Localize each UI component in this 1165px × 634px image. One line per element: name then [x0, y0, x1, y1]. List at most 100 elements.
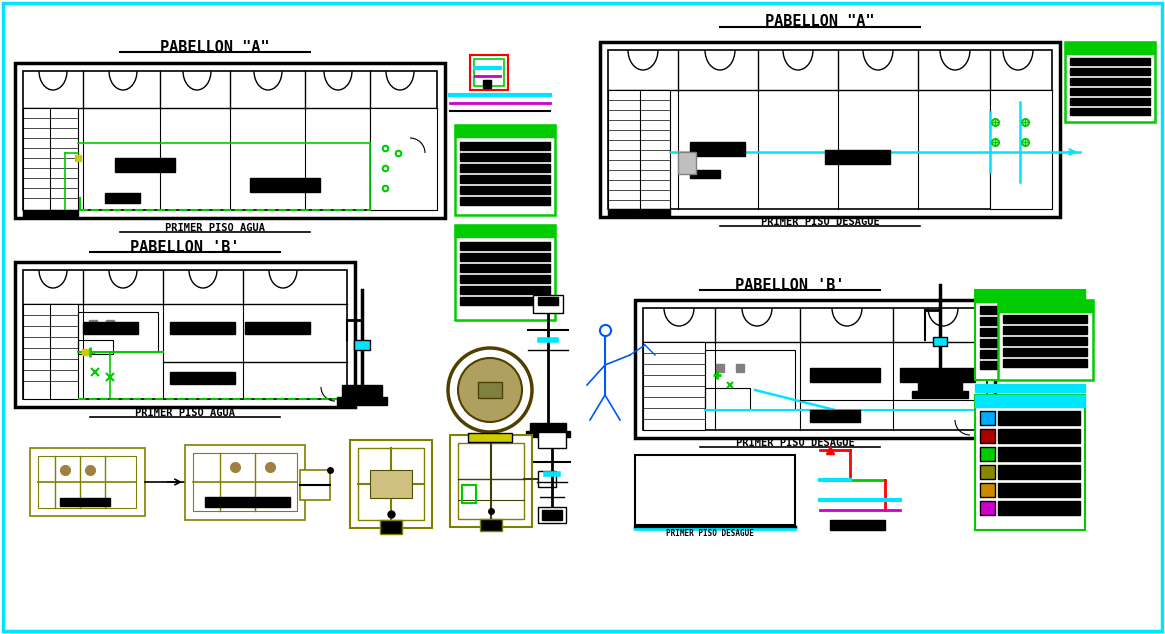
Bar	[643, 308, 987, 430]
Bar	[901, 368, 975, 382]
Bar	[1069, 88, 1150, 95]
Bar	[301, 470, 330, 500]
Bar	[538, 432, 566, 448]
Bar	[975, 290, 1085, 380]
Bar	[980, 465, 995, 479]
Bar	[643, 342, 705, 430]
Bar	[538, 297, 558, 305]
Bar	[1069, 58, 1150, 65]
Bar	[460, 242, 550, 250]
Text: PRIMER PISO DESAGUE: PRIMER PISO DESAGUE	[761, 217, 880, 227]
Bar	[450, 435, 532, 527]
Bar	[635, 455, 795, 525]
Bar	[980, 328, 1080, 336]
Bar	[690, 142, 744, 156]
Bar	[23, 304, 78, 399]
Bar	[980, 501, 995, 515]
Bar	[1065, 42, 1155, 54]
Bar	[810, 368, 880, 382]
Bar	[608, 209, 670, 217]
Bar	[1003, 326, 1087, 334]
Bar	[456, 125, 555, 137]
Bar	[538, 471, 556, 487]
Bar	[185, 445, 305, 520]
Bar	[250, 178, 320, 192]
Bar	[975, 395, 1085, 407]
Bar	[460, 142, 550, 150]
Bar	[1003, 348, 1087, 356]
Bar	[460, 197, 550, 205]
Bar	[460, 297, 550, 305]
Bar	[975, 384, 1085, 392]
Bar	[23, 71, 437, 210]
Bar	[460, 175, 550, 183]
Bar	[1069, 78, 1150, 85]
Bar	[370, 470, 412, 498]
Bar	[530, 423, 566, 431]
Text: PABELLON 'B': PABELLON 'B'	[735, 278, 845, 292]
Bar	[15, 262, 355, 407]
Bar	[990, 90, 1052, 209]
Bar	[998, 465, 1080, 479]
Bar	[1065, 42, 1155, 122]
Bar	[1003, 337, 1087, 345]
Bar	[460, 164, 550, 172]
Circle shape	[458, 358, 522, 422]
Bar	[705, 388, 750, 410]
Bar	[690, 170, 720, 178]
Bar	[460, 286, 550, 294]
Bar	[83, 322, 137, 334]
Text: PRIMER PISO AGUA: PRIMER PISO AGUA	[165, 223, 264, 233]
Bar	[542, 510, 562, 520]
Bar	[980, 411, 995, 425]
Bar	[170, 372, 235, 384]
Bar	[358, 448, 424, 520]
Bar	[354, 340, 370, 350]
Bar	[998, 300, 1093, 312]
Bar	[463, 485, 476, 503]
Bar	[678, 152, 696, 174]
Bar	[380, 520, 402, 534]
Bar	[460, 253, 550, 261]
Bar	[980, 350, 1080, 358]
Bar	[23, 108, 78, 210]
Bar	[337, 397, 387, 405]
Bar	[1069, 98, 1150, 105]
Bar	[105, 193, 140, 203]
Bar	[343, 385, 382, 397]
Bar	[705, 350, 795, 410]
Circle shape	[449, 348, 532, 432]
Bar	[975, 395, 1085, 530]
Bar	[350, 440, 432, 528]
Bar	[78, 340, 113, 354]
Bar	[460, 275, 550, 283]
Bar	[975, 290, 1085, 302]
Bar	[478, 382, 502, 398]
Bar	[1069, 108, 1150, 115]
Text: PRIMER PISO DESAGUE: PRIMER PISO DESAGUE	[735, 438, 854, 448]
Text: PABELLON "A": PABELLON "A"	[161, 39, 270, 55]
Bar	[170, 322, 235, 334]
Bar	[30, 448, 144, 516]
Bar	[456, 225, 555, 237]
Bar	[912, 391, 968, 398]
Bar	[918, 381, 962, 391]
Bar	[469, 55, 508, 90]
Text: PRIMER PISO DESAGUE: PRIMER PISO DESAGUE	[666, 529, 754, 538]
Bar	[205, 497, 290, 507]
Bar	[15, 63, 445, 218]
Bar	[980, 339, 1080, 347]
Bar	[468, 433, 511, 442]
Bar	[193, 453, 297, 511]
Bar	[980, 429, 995, 443]
Bar	[370, 108, 437, 210]
Bar	[480, 519, 502, 531]
Bar	[980, 447, 995, 461]
Bar	[38, 456, 136, 508]
Bar	[460, 153, 550, 161]
Bar	[474, 59, 504, 86]
Bar	[527, 431, 570, 437]
Bar	[998, 300, 1093, 380]
Bar	[933, 337, 947, 346]
Bar	[23, 270, 347, 399]
